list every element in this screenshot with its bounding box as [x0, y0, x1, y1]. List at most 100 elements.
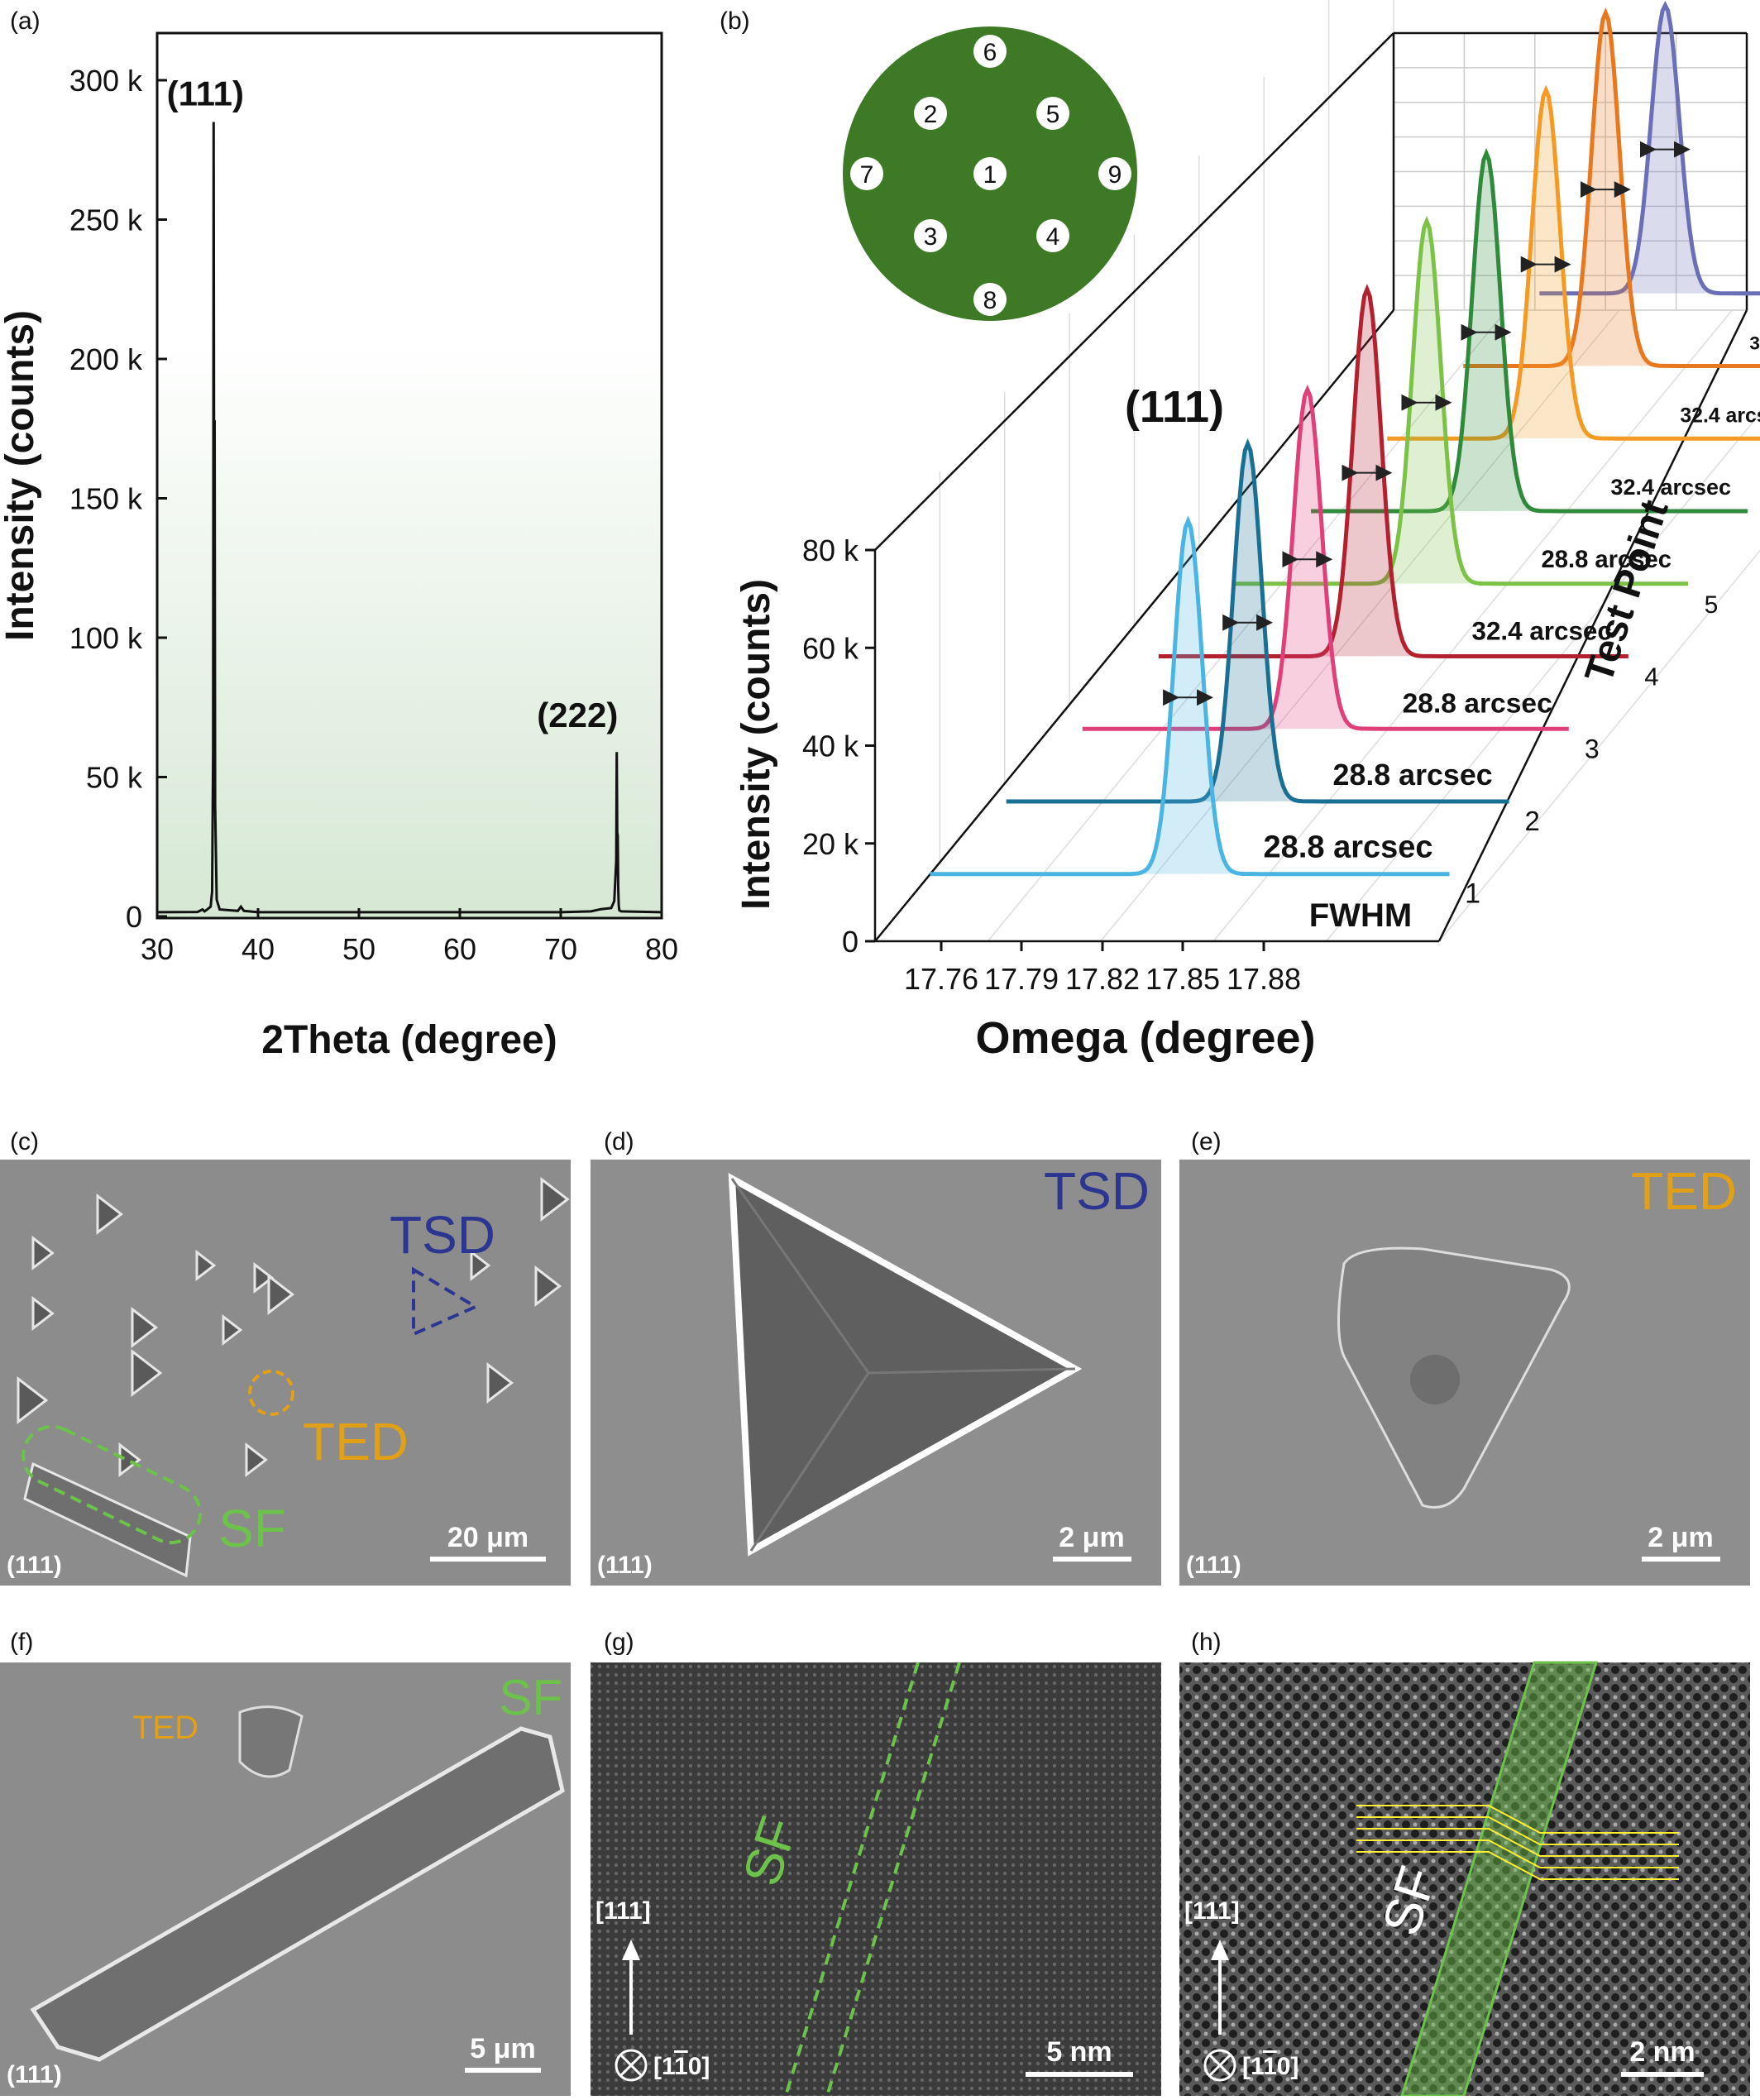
xrd-ytick-label: 0	[126, 900, 142, 934]
scalebar-e	[1642, 1557, 1720, 1562]
lattice-line	[1356, 1805, 1679, 1834]
rocking-curve	[1234, 215, 1688, 586]
rocking-curve	[1387, 84, 1760, 441]
scalebar-c	[430, 1557, 546, 1562]
xrd-xtick-label: 70	[544, 932, 577, 966]
scale-label-h: 2 nm	[1629, 2036, 1695, 2068]
etch-pit	[534, 1265, 562, 1308]
etch-pit	[96, 1193, 124, 1236]
rocking-ytick-label: 0	[842, 925, 858, 959]
ted-label-c: TED	[303, 1412, 409, 1471]
lattice-line	[1356, 1816, 1679, 1845]
rocking-curves: 28.8 arcsec936.0 arcsec832.4 arcsec732.4…	[930, 0, 1760, 910]
sf-pit-c	[23, 1461, 192, 1578]
peak-label-222: (222)	[537, 696, 618, 734]
rocking-ylabel: Intensity (counts)	[734, 579, 778, 910]
rocking-curve	[1158, 284, 1628, 659]
box-edge	[1437, 309, 1748, 942]
etch-pit	[31, 1295, 55, 1332]
etch-pit	[17, 1375, 49, 1425]
scale-label-c: 20 μm	[447, 1522, 528, 1553]
xrd-ytick-label: 300 k	[69, 64, 143, 98]
rocking-curve-chart: 28.8 arcsec 9 36.0 arcsec 8 32.4 arcsec 7 32.4…	[734, 0, 1760, 1063]
etch-pit	[540, 1176, 570, 1222]
etch-pit	[470, 1249, 491, 1282]
tsd-pit	[728, 1173, 1083, 1557]
rocking-xlabel: Omega (degree)	[975, 1013, 1315, 1063]
test-point-label: 1	[1465, 878, 1480, 910]
wafer-point	[1036, 219, 1069, 252]
panel-label-a: (a)	[10, 7, 41, 35]
wafer-point-label: 9	[1108, 161, 1122, 189]
xrd-ytick-label: 100 k	[69, 621, 143, 655]
tsd-marker	[412, 1266, 480, 1337]
xrd-curve	[156, 122, 662, 914]
rocking-curve	[1463, 7, 1760, 369]
sf-label-f: SF	[499, 1670, 562, 1725]
rocking-xtick-label: 17.82	[1065, 962, 1140, 996]
gridline	[1100, 309, 1620, 942]
fwhm-value: 32.4 arcsec	[1610, 475, 1731, 500]
scale-label-f: 5 μm	[470, 2033, 535, 2064]
orient-c: (111)	[7, 1552, 62, 1579]
xrd-ytick-label: 200 k	[69, 342, 143, 376]
etch-pit	[131, 1306, 159, 1349]
fwhm-value: 28.8 arcsec	[1333, 758, 1493, 792]
fwhm-value: 28.8 arcsec	[1542, 547, 1672, 573]
dir-up-h: [111]	[1184, 1897, 1240, 1925]
orient-d: (111)	[597, 1552, 653, 1579]
wafer-point-label: 1	[983, 161, 997, 189]
wafer-point	[973, 157, 1007, 190]
wafer-point-label: 6	[983, 39, 997, 66]
orient-e: (111)	[1186, 1552, 1241, 1579]
dir-in-g: [110]	[653, 2053, 710, 2080]
wafer-point	[973, 35, 1007, 68]
wafer-point-label: 4	[1046, 223, 1060, 251]
xrd-ytick-label: 150 k	[69, 482, 143, 516]
fwhm-value: 28.8 arcsec	[1403, 688, 1552, 719]
rocking-title: (111)	[1125, 382, 1224, 432]
etch-pit	[118, 1442, 141, 1478]
ted-label-f: TED	[132, 1710, 198, 1746]
test-point-label: 3	[1585, 734, 1600, 763]
scale-label-g: 5 nm	[1046, 2036, 1112, 2068]
etch-pit	[267, 1273, 295, 1316]
sem-image-e: TED (111) 2 μm	[1179, 1160, 1750, 1586]
xrd-xlabel: 2Theta (degree)	[261, 1018, 557, 1062]
peak-label-111: (111)	[167, 74, 244, 113]
test-point-label: 5	[1705, 591, 1719, 619]
wafer-point-label: 5	[1046, 101, 1060, 128]
panel-label-c: (c)	[10, 1128, 39, 1155]
panel-label-h: (h)	[1191, 1629, 1222, 1656]
etch-pit	[31, 1235, 55, 1271]
wafer-map: 1 2 3 4 5 6 7 8 9	[843, 26, 1137, 321]
wafer-point-label: 2	[924, 101, 938, 128]
fwhm-value: 32.4 arcsec	[1472, 617, 1612, 646]
xrd-xtick-label: 40	[242, 932, 275, 966]
rocking-zlabel: Test Point	[1577, 495, 1677, 688]
rocking-ytick-label: 60 k	[802, 631, 859, 665]
ted-tag-e: TED	[1631, 1161, 1737, 1221]
panel-label-e: (e)	[1191, 1128, 1222, 1155]
xrd-xtick-label: 80	[645, 932, 678, 966]
hrtem-image-h: SF [111] [110] 2 nm	[1179, 1661, 1750, 2098]
lattice-lines	[1356, 1805, 1679, 1880]
test-point-label: 4	[1644, 663, 1658, 691]
wafer-point	[914, 219, 947, 252]
wafer-point	[973, 283, 1007, 316]
gridline	[1326, 412, 1760, 942]
tsd-tag-d: TSD	[1044, 1161, 1150, 1221]
panel-label-d: (d)	[604, 1128, 634, 1155]
rocking-curve	[1539, 0, 1760, 296]
panel-label-f: (f)	[10, 1629, 33, 1656]
lattice-line	[1356, 1839, 1679, 1868]
rocking-ytick-label: 20 k	[802, 827, 859, 861]
tem-g-bg	[591, 1662, 1161, 2096]
xrd-ytick-label: 50 k	[86, 761, 143, 795]
dir-up-g: [111]	[595, 1897, 651, 1925]
etch-pit	[222, 1313, 243, 1347]
rocking-xtick-label: 17.85	[1145, 962, 1220, 996]
test-point-label: 2	[1524, 806, 1539, 836]
rocking-curve	[930, 515, 1450, 877]
